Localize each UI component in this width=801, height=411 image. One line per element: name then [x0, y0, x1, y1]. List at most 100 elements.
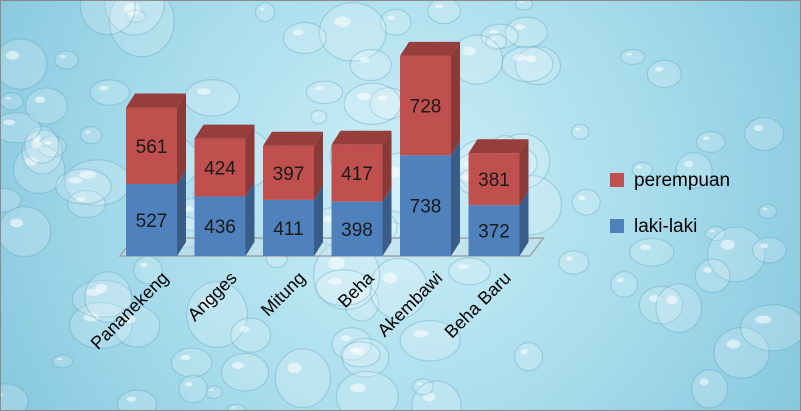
droplet-highlight: [625, 52, 633, 56]
droplet: [274, 348, 332, 409]
droplet-highlight: [44, 140, 52, 145]
droplet: [704, 225, 727, 242]
droplet-highlight: [720, 239, 735, 250]
droplet: [84, 271, 132, 323]
bar-side-perempuan: [314, 131, 323, 200]
droplet-highlight: [1, 392, 3, 398]
data-label-laki-laki: 738: [410, 197, 442, 218]
droplet-highlight: [352, 293, 361, 301]
droplet-highlight: [755, 315, 772, 324]
droplet: [675, 151, 713, 189]
droplet-highlight: [180, 354, 191, 361]
droplet-highlight: [513, 54, 527, 62]
droplet-highlight: [666, 295, 678, 305]
droplet: [504, 16, 548, 48]
bar-side-perempuan: [382, 130, 392, 202]
droplet-highlight: [616, 277, 624, 283]
droplet: [205, 385, 223, 400]
droplet-highlight: [287, 362, 302, 374]
bar-side-laki-laki: [314, 185, 323, 256]
droplet-highlight: [462, 46, 476, 56]
droplet: [369, 257, 428, 320]
droplet-highlight: [684, 160, 694, 168]
bar-top-perempuan: [400, 41, 460, 56]
droplet: [21, 129, 64, 175]
data-label-perempuan: 728: [410, 97, 442, 118]
droplet-highlight: [458, 264, 469, 270]
bar-laki-laki: [126, 184, 177, 256]
droplet-highlight: [232, 362, 244, 370]
droplet: [480, 23, 519, 50]
bar-laki-laki: [331, 201, 383, 256]
droplet: [79, 1, 136, 36]
droplet: [349, 48, 392, 82]
droplet: [514, 341, 544, 372]
droplet-highlight: [259, 7, 265, 11]
droplet-highlight: [3, 119, 16, 126]
droplet-highlight: [31, 140, 42, 149]
droplet: [305, 80, 344, 105]
data-label-laki-laki: 411: [273, 219, 303, 240]
droplet-highlight: [702, 136, 711, 141]
droplet: [51, 354, 74, 369]
droplet-highlight: [95, 283, 107, 293]
droplet-highlight: [525, 55, 537, 63]
bar-top-perempuan: [468, 139, 529, 154]
droplet-highlight: [639, 244, 651, 250]
droplet-highlight: [185, 381, 193, 387]
bar-perempuan: [400, 55, 451, 156]
droplet-highlight: [423, 392, 436, 402]
droplet: [558, 250, 590, 275]
droplet: [646, 59, 682, 89]
droplet: [69, 301, 133, 349]
droplet: [227, 403, 246, 410]
droplet-highlight: [5, 96, 12, 100]
droplet: [1, 383, 29, 410]
droplet-highlight: [762, 207, 768, 211]
droplet-highlight: [760, 243, 769, 248]
bar-side-laki-laki: [177, 170, 186, 256]
droplet-highlight: [417, 382, 423, 386]
droplet: [113, 305, 161, 348]
droplet: [1, 92, 24, 111]
droplet: [318, 2, 387, 62]
droplet-highlight: [124, 315, 136, 324]
droplet-highlight: [413, 330, 429, 338]
droplet: [230, 317, 272, 353]
droplet: [186, 281, 248, 349]
droplet-highlight: [5, 50, 20, 60]
bar-perempuan: [331, 144, 383, 202]
droplet-highlight: [98, 85, 109, 91]
data-label-perempuan: 397: [273, 164, 305, 185]
category-label: Angges: [184, 268, 241, 325]
droplet-highlight: [649, 295, 660, 302]
droplet: [53, 50, 79, 70]
droplet: [570, 123, 590, 140]
droplet: [610, 271, 639, 298]
droplet: [655, 283, 703, 333]
data-label-perempuan: 381: [478, 170, 510, 191]
bar-side-perempuan: [177, 93, 186, 185]
category-label: Akembawi: [373, 268, 446, 341]
bar-side-laki-laki: [451, 141, 460, 256]
droplet-highlight: [85, 130, 91, 134]
category-label: Mitung: [257, 268, 309, 320]
droplet: [571, 188, 601, 216]
droplet: [310, 109, 328, 125]
droplet-highlight: [699, 378, 709, 386]
droplet-highlight: [490, 37, 496, 41]
droplet-highlight: [140, 262, 148, 268]
droplet: [485, 33, 507, 51]
droplet: [340, 341, 381, 368]
droplet: [116, 389, 158, 410]
droplet: [752, 236, 787, 264]
droplet-highlight: [34, 96, 46, 103]
droplet: [713, 327, 770, 379]
droplet: [178, 374, 208, 404]
droplet: [315, 269, 373, 307]
droplet-highlight: [130, 13, 136, 16]
bar-perempuan: [263, 145, 314, 200]
bar-side-laki-laki: [245, 182, 255, 256]
droplet: [79, 126, 103, 145]
